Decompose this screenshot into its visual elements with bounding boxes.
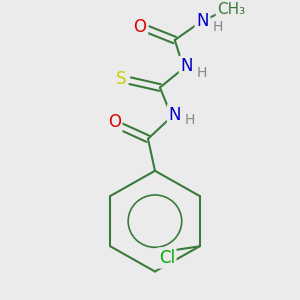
Text: H: H bbox=[184, 113, 195, 128]
Text: H: H bbox=[196, 66, 207, 80]
Text: N: N bbox=[169, 106, 181, 124]
Text: S: S bbox=[116, 70, 127, 88]
Text: Cl: Cl bbox=[159, 249, 175, 267]
Text: N: N bbox=[196, 12, 209, 30]
Text: H: H bbox=[212, 20, 223, 34]
Text: N: N bbox=[180, 57, 193, 75]
Text: O: O bbox=[134, 19, 147, 37]
Text: O: O bbox=[108, 113, 121, 131]
Text: CH₃: CH₃ bbox=[217, 2, 245, 16]
